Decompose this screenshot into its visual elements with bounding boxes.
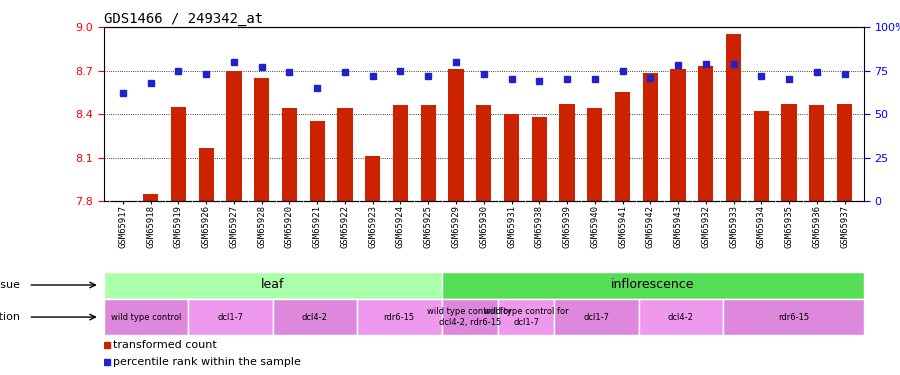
- Bar: [753, 111, 769, 201]
- Bar: [420, 105, 436, 201]
- Bar: [143, 194, 158, 201]
- Bar: [448, 69, 464, 201]
- Bar: [476, 105, 491, 201]
- Bar: [587, 108, 602, 201]
- Bar: [273, 299, 357, 335]
- Text: rdr6-15: rdr6-15: [778, 313, 809, 322]
- Bar: [310, 122, 325, 201]
- Bar: [615, 92, 630, 201]
- Bar: [442, 272, 864, 298]
- Text: GSM65929: GSM65929: [452, 205, 461, 248]
- Text: GSM65917: GSM65917: [119, 205, 128, 248]
- Text: dcl1-7: dcl1-7: [217, 313, 243, 322]
- Text: GSM65918: GSM65918: [146, 205, 155, 248]
- Text: GSM65932: GSM65932: [701, 205, 710, 248]
- Bar: [442, 299, 498, 335]
- Text: dcl1-7: dcl1-7: [583, 313, 609, 322]
- Text: GSM65940: GSM65940: [590, 205, 599, 248]
- Text: GSM65928: GSM65928: [257, 205, 266, 248]
- Text: inflorescence: inflorescence: [611, 279, 695, 291]
- Text: rdr6-15: rdr6-15: [383, 313, 415, 322]
- Text: GSM65937: GSM65937: [840, 205, 849, 248]
- Bar: [781, 104, 797, 201]
- Text: dcl4-2: dcl4-2: [668, 313, 694, 322]
- Text: wild type control for
dcl1-7: wild type control for dcl1-7: [483, 308, 568, 327]
- Bar: [188, 299, 273, 335]
- Bar: [698, 66, 714, 201]
- Bar: [226, 70, 241, 201]
- Text: GSM65936: GSM65936: [813, 205, 822, 248]
- Bar: [365, 156, 381, 201]
- Bar: [254, 78, 269, 201]
- Text: wild type control for
dcl4-2, rdr6-15: wild type control for dcl4-2, rdr6-15: [428, 308, 512, 327]
- Bar: [560, 104, 574, 201]
- Text: GDS1466 / 249342_at: GDS1466 / 249342_at: [104, 12, 263, 26]
- Text: tissue: tissue: [0, 280, 21, 290]
- Text: GSM65930: GSM65930: [480, 205, 489, 248]
- Text: GSM65922: GSM65922: [340, 205, 349, 248]
- Text: wild type control: wild type control: [111, 313, 181, 322]
- Text: GSM65938: GSM65938: [535, 205, 544, 248]
- Bar: [724, 299, 864, 335]
- Text: genotype/variation: genotype/variation: [0, 312, 21, 322]
- Text: GSM65927: GSM65927: [230, 205, 238, 248]
- Text: transformed count: transformed count: [113, 339, 217, 350]
- Bar: [171, 107, 186, 201]
- Bar: [726, 34, 742, 201]
- Bar: [338, 108, 353, 201]
- Text: leaf: leaf: [261, 279, 284, 291]
- Bar: [393, 105, 408, 201]
- Bar: [357, 299, 442, 335]
- Bar: [670, 69, 686, 201]
- Text: dcl4-2: dcl4-2: [302, 313, 328, 322]
- Text: GSM65942: GSM65942: [646, 205, 655, 248]
- Text: GSM65923: GSM65923: [368, 205, 377, 248]
- Text: GSM65921: GSM65921: [312, 205, 321, 248]
- Bar: [498, 299, 554, 335]
- Text: percentile rank within the sample: percentile rank within the sample: [113, 357, 301, 368]
- Text: GSM65939: GSM65939: [562, 205, 572, 248]
- Bar: [504, 114, 519, 201]
- Bar: [554, 299, 639, 335]
- Bar: [639, 299, 724, 335]
- Bar: [199, 148, 214, 201]
- Text: GSM65924: GSM65924: [396, 205, 405, 248]
- Bar: [532, 117, 547, 201]
- Text: GSM65935: GSM65935: [785, 205, 794, 248]
- Bar: [104, 299, 188, 335]
- Text: GSM65925: GSM65925: [424, 205, 433, 248]
- Text: GSM65933: GSM65933: [729, 205, 738, 248]
- Bar: [282, 108, 297, 201]
- Text: GSM65943: GSM65943: [673, 205, 682, 248]
- Text: GSM65934: GSM65934: [757, 205, 766, 248]
- Text: GSM65941: GSM65941: [618, 205, 627, 248]
- Bar: [104, 272, 442, 298]
- Bar: [809, 105, 824, 201]
- Text: GSM65920: GSM65920: [285, 205, 294, 248]
- Bar: [643, 74, 658, 201]
- Bar: [837, 104, 852, 201]
- Text: GSM65926: GSM65926: [202, 205, 211, 248]
- Text: GSM65919: GSM65919: [174, 205, 183, 248]
- Text: GSM65931: GSM65931: [507, 205, 516, 248]
